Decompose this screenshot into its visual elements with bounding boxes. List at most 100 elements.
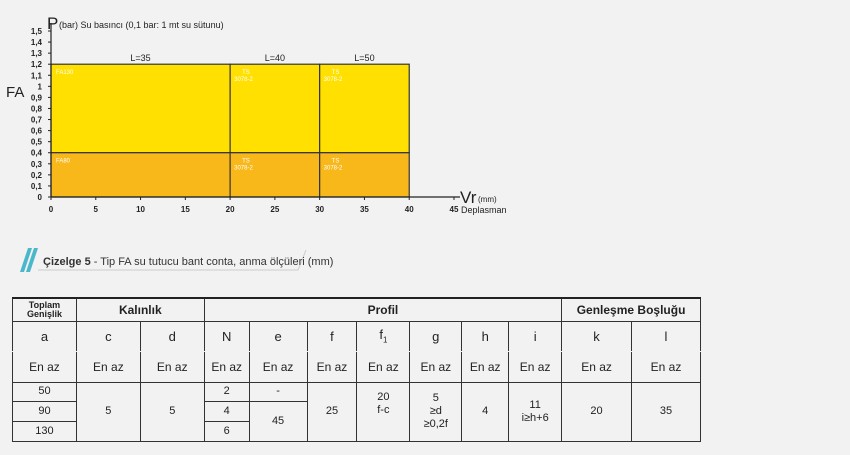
- x-tick-label-9: 45: [450, 205, 459, 214]
- x-tick-label-6: 30: [315, 205, 324, 214]
- region-label-5: TS 3078-2: [324, 159, 343, 172]
- region-label-2: TS 3078-2: [234, 70, 253, 83]
- region-label-0: FA130: [56, 70, 74, 76]
- x-tick-label-0: 0: [49, 205, 54, 214]
- caption-text: - Tip FA su tutucu bant conta, anma ölçü…: [90, 256, 334, 268]
- symbol-k: k: [561, 320, 632, 352]
- x-tick-label-3: 15: [181, 205, 190, 214]
- y-tick-label-1: 0,1: [31, 182, 43, 191]
- cell-f1: 20 f-c: [356, 381, 411, 442]
- cell-e-1: -: [248, 381, 308, 402]
- region-labels: FA130 FA80 TS 3078-2 TS 3078-2 TS 3078-2 TS 3078-…: [56, 70, 343, 172]
- cell-e-2: 45: [248, 400, 308, 442]
- x-tick-label-8: 40: [405, 205, 414, 214]
- symbol-f1: f1: [356, 320, 411, 352]
- en-az-k: En az: [561, 350, 632, 383]
- segment-label-0: L=35: [130, 53, 150, 63]
- en-az-e: En az: [248, 350, 308, 383]
- en-az-l: En az: [631, 350, 701, 383]
- x-axis-unit: (mm): [478, 195, 497, 204]
- cell-k: 20: [561, 381, 632, 442]
- en-az-i: En az: [508, 350, 563, 383]
- cell-h: 4: [461, 381, 510, 442]
- en-az-d: En az: [139, 350, 205, 383]
- y-tick-label-12: 1,2: [31, 60, 43, 69]
- region-1: [50, 152, 231, 198]
- pressure-displacement-chart: 0 0,1 0,2 0,3 0,4 0,5 0,6 0,7 0,8 0,9 1 1,1 1,2 1,3 1,…: [6, 14, 507, 215]
- side-label: FA: [6, 84, 24, 101]
- region-0: [50, 63, 231, 154]
- header-kalinlik: Kalınlık: [75, 297, 205, 322]
- table-caption: Çizelge 5 - Tip FA su tutucu bant conta,…: [43, 256, 333, 268]
- region-label-1: FA80: [56, 159, 71, 165]
- x-tick-label-4: 20: [226, 205, 235, 214]
- chart-regions: [50, 63, 410, 198]
- cell-a-1: 50: [12, 381, 77, 402]
- segment-label-1: L=40: [265, 53, 285, 63]
- cell-i: 11 i≥h+6: [508, 381, 563, 442]
- caption-title: Çizelge 5: [43, 256, 91, 268]
- en-az-N: En az: [203, 350, 250, 383]
- symbol-h: h: [461, 320, 510, 352]
- x-tick-label-2: 10: [136, 205, 145, 214]
- y-axis-label: (bar) Su basıncı (0,1 bar: 1 mt su sütun…: [59, 20, 224, 30]
- cell-N-3: 6: [203, 420, 250, 442]
- header-profil: Profil: [203, 297, 563, 322]
- symbol-c: c: [75, 320, 141, 352]
- segment-label-2: L=50: [354, 53, 374, 63]
- x-axis-label: Deplasman: [461, 205, 507, 215]
- symbol-f: f: [306, 320, 358, 352]
- region-label-3: TS 3078-2: [234, 159, 253, 172]
- symbol-a: a: [12, 320, 77, 352]
- y-tick-label-0: 0: [38, 193, 43, 202]
- y-tick-label-9: 0,9: [31, 93, 43, 102]
- en-az-g: En az: [409, 350, 463, 383]
- cell-N-2: 4: [203, 400, 250, 422]
- y-tick-label-13: 1,3: [31, 49, 43, 58]
- caption-accent-icon: [20, 248, 307, 272]
- en-az-c: En az: [75, 350, 141, 383]
- header-genlesme: Genleşme Boşluğu: [561, 297, 701, 322]
- y-tick-label-4: 0,4: [31, 149, 43, 158]
- y-tick-label-15: 1,5: [31, 27, 43, 36]
- axis-titles: P (bar) Su basıncı (0,1 bar: 1 mt su süt…: [6, 14, 507, 215]
- y-axis-symbol: P: [47, 14, 58, 33]
- cell-l: 35: [631, 381, 701, 442]
- segment-labels: L=35 L=40 L=50: [130, 53, 374, 63]
- en-az-a: En az: [12, 350, 77, 383]
- region-3: [229, 152, 321, 198]
- cell-f: 25: [306, 381, 358, 442]
- y-tick-label-6: 0,6: [31, 127, 43, 136]
- y-axis: 0 0,1 0,2 0,3 0,4 0,5 0,6 0,7 0,8 0,9 1 1,1 1,2 1,3 1,…: [31, 23, 52, 202]
- symbol-d: d: [139, 320, 205, 352]
- en-az-f1: En az: [356, 350, 411, 383]
- region-2: [229, 63, 321, 154]
- y-tick-label-11: 1,1: [31, 71, 43, 80]
- symbol-e: e: [248, 320, 308, 352]
- x-axis: 0 5 10 15 20 25 30 35 40 45: [49, 196, 460, 214]
- cell-d: 5: [139, 381, 205, 442]
- x-tick-label-1: 5: [94, 205, 99, 214]
- symbol-N: N: [203, 320, 250, 352]
- en-az-f: En az: [306, 350, 358, 383]
- cell-c: 5: [75, 381, 141, 442]
- header-toplam-genislik: Toplam Genişlik: [12, 297, 77, 322]
- cell-N-1: 2: [203, 381, 250, 402]
- cell-a-2: 90: [12, 400, 77, 422]
- y-tick-label-5: 0,5: [31, 138, 43, 147]
- y-tick-label-10: 1: [38, 82, 43, 91]
- cell-g: 5 ≥d ≥0,2f: [409, 381, 463, 442]
- symbol-g: g: [409, 320, 463, 352]
- region-4: [319, 63, 410, 154]
- y-tick-label-7: 0,7: [31, 116, 43, 125]
- cell-a-3: 130: [12, 420, 77, 442]
- y-tick-label-2: 0,2: [31, 171, 43, 180]
- region-label-4: TS 3078-2: [324, 70, 343, 83]
- y-tick-label-8: 0,8: [31, 104, 43, 113]
- en-az-h: En az: [461, 350, 510, 383]
- symbol-l: l: [631, 320, 701, 352]
- x-axis-symbol: Vr: [460, 188, 477, 207]
- y-tick-label-3: 0,3: [31, 160, 43, 169]
- region-5: [319, 152, 410, 198]
- dimension-table: Toplam Genişlik Kalınlık Profil Genleşme …: [12, 297, 701, 442]
